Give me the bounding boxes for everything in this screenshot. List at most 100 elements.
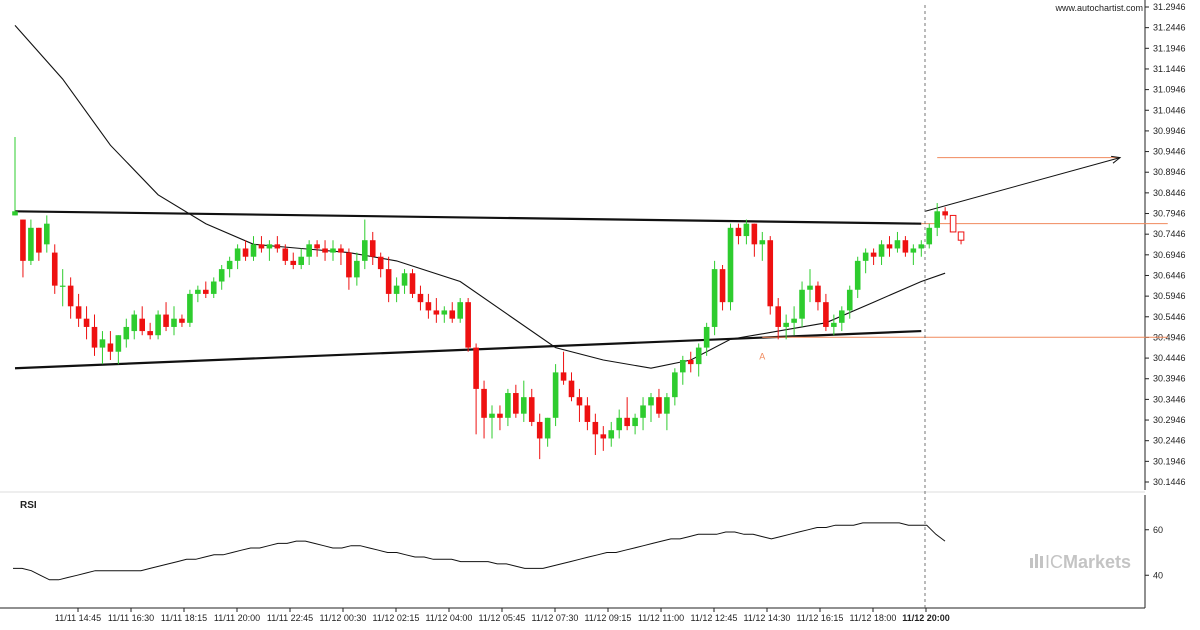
candle-body [560, 372, 567, 381]
resistance-line [14, 210, 922, 225]
candle-body [298, 256, 304, 265]
time-tick-label: 11/12 00:30 [320, 613, 367, 623]
candle-body [648, 397, 654, 406]
candle-body [528, 397, 535, 422]
price-tick-label: 30.1946 [1153, 456, 1186, 466]
price-tick-label: 30.3946 [1153, 374, 1186, 384]
candle-body [854, 260, 861, 290]
candle-body [544, 417, 551, 439]
candle-body [338, 248, 344, 253]
candle-body [242, 248, 249, 257]
candle-body [441, 310, 448, 315]
candle-body [369, 240, 376, 257]
rsi-panel: RSI 60 40 [13, 500, 1163, 581]
candle-body [226, 260, 233, 270]
candle-body [616, 417, 622, 431]
source-url[interactable]: www.autochartist.com [1054, 3, 1143, 13]
candle-body [664, 397, 670, 414]
candle-body [155, 314, 161, 336]
point-a-label: A [759, 352, 765, 362]
candle-body [322, 248, 328, 253]
candle-body [489, 413, 495, 418]
candle-body [807, 285, 813, 290]
candle-body [83, 318, 90, 327]
time-tick-label: 11/12 04:00 [426, 613, 473, 623]
projection-arrowhead [1111, 155, 1122, 164]
time-tick-label: 11/12 02:15 [373, 613, 420, 623]
candle-body [870, 252, 877, 257]
candle-body [672, 372, 678, 398]
rsi-label: RSI [20, 500, 37, 511]
candle-body [759, 240, 766, 245]
candle-body [775, 306, 781, 327]
candle-body [918, 244, 925, 249]
time-tick-label: 11/12 20:00 [902, 613, 950, 623]
candle-body [465, 302, 471, 348]
time-tick-label: 11/11 16:30 [108, 613, 154, 623]
time-tick-label: 11/12 18:00 [850, 613, 897, 623]
candle-body [330, 248, 336, 253]
candle-body [457, 302, 463, 319]
candle-body [179, 318, 185, 323]
price-tick-label: 30.2446 [1153, 436, 1186, 446]
svg-text:ICMarkets: ICMarkets [1045, 552, 1131, 572]
time-tick-label: 11/11 18:15 [161, 613, 207, 623]
price-tick-label: 30.7446 [1153, 229, 1186, 239]
candle-body [934, 211, 940, 228]
candle-body [433, 310, 440, 315]
candle-body [28, 227, 34, 261]
candle-body [131, 314, 138, 332]
brand-watermark: ICMarkets [1030, 552, 1131, 572]
price-tick-label: 30.8446 [1153, 188, 1186, 198]
candle-body [44, 223, 50, 245]
candle-body [624, 417, 630, 427]
time-tick-label: 11/12 09:15 [585, 613, 632, 623]
price-tick-label: 30.6446 [1153, 270, 1186, 280]
candle-body [695, 347, 702, 365]
candle-body [449, 310, 456, 319]
candle-body [139, 318, 145, 332]
price-tick-label: 30.3446 [1153, 394, 1186, 404]
candle-body [632, 417, 638, 427]
time-tick-label: 11/11 20:00 [214, 613, 260, 623]
candle-body [346, 252, 352, 278]
candle-body [823, 302, 829, 327]
price-tick-label: 31.1446 [1153, 64, 1186, 74]
candle-body [719, 269, 726, 303]
candle-body [91, 326, 98, 348]
candle-body [584, 405, 591, 422]
candle-body [266, 244, 273, 249]
candle-body [12, 211, 18, 216]
price-tick-label: 30.5946 [1153, 291, 1186, 301]
candle-body [886, 244, 893, 249]
candle-body [799, 289, 805, 319]
candle-body [703, 326, 710, 348]
time-tick-label: 11/12 11:00 [638, 613, 684, 623]
time-tick-label: 11/12 14:30 [744, 613, 791, 623]
candle-body [576, 397, 583, 406]
forecast-candle-body [949, 214, 957, 233]
brand-suffix: Markets [1063, 552, 1131, 572]
price-tick-label: 30.4446 [1153, 353, 1186, 363]
candle-body [306, 244, 312, 257]
candle-body [250, 244, 257, 257]
candle-body [497, 413, 503, 418]
trend-lines [14, 155, 1168, 370]
candle-body [902, 240, 909, 253]
candle-body [354, 260, 360, 278]
price-tick-label: 31.0446 [1153, 105, 1186, 115]
candle-body [751, 223, 758, 245]
candle-body [743, 223, 750, 237]
candle-body [115, 335, 122, 352]
candle-body [473, 347, 479, 389]
candle-body [608, 430, 615, 439]
candle-body [314, 244, 320, 249]
candle-body [536, 421, 543, 439]
price-tick-label: 31.2946 [1153, 2, 1186, 12]
price-tick-label: 30.4946 [1153, 332, 1186, 342]
candle-body [791, 318, 797, 323]
candle-body [417, 293, 424, 303]
candle-body [815, 285, 821, 303]
candle-body [385, 269, 392, 294]
candle-body [99, 339, 106, 348]
